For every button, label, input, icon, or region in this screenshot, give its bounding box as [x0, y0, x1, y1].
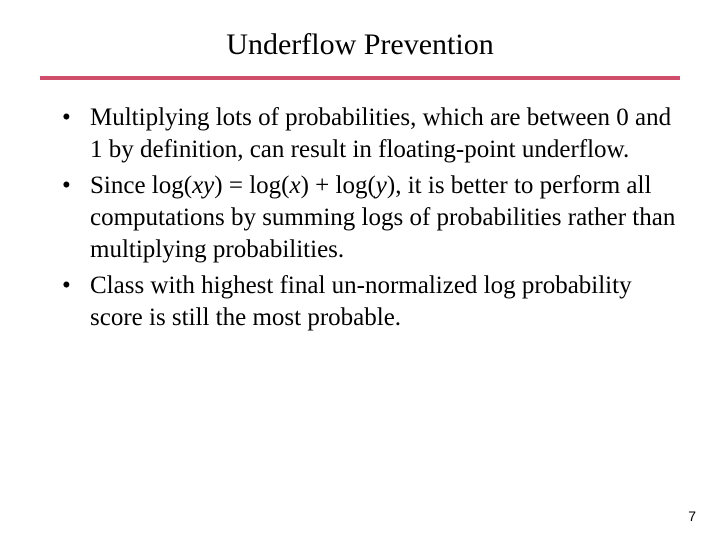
slide-title: Underflow Prevention: [40, 28, 680, 62]
bullet-text: Since log(xy) = log(x) + log(y), it is b…: [90, 172, 675, 263]
bullet-item: Since log(xy) = log(x) + log(y), it is b…: [62, 170, 680, 266]
bullet-item: Class with highest final un-normalized l…: [62, 270, 680, 334]
slide-container: Underflow Prevention Multiplying lots of…: [0, 0, 720, 540]
page-number: 7: [688, 508, 696, 524]
title-divider: [40, 76, 680, 80]
bullet-text: Multiplying lots of probabilities, which…: [90, 104, 671, 163]
bullet-text: Class with highest final un-normalized l…: [90, 272, 632, 331]
bullet-item: Multiplying lots of probabilities, which…: [62, 102, 680, 166]
bullet-list: Multiplying lots of probabilities, which…: [40, 102, 680, 334]
